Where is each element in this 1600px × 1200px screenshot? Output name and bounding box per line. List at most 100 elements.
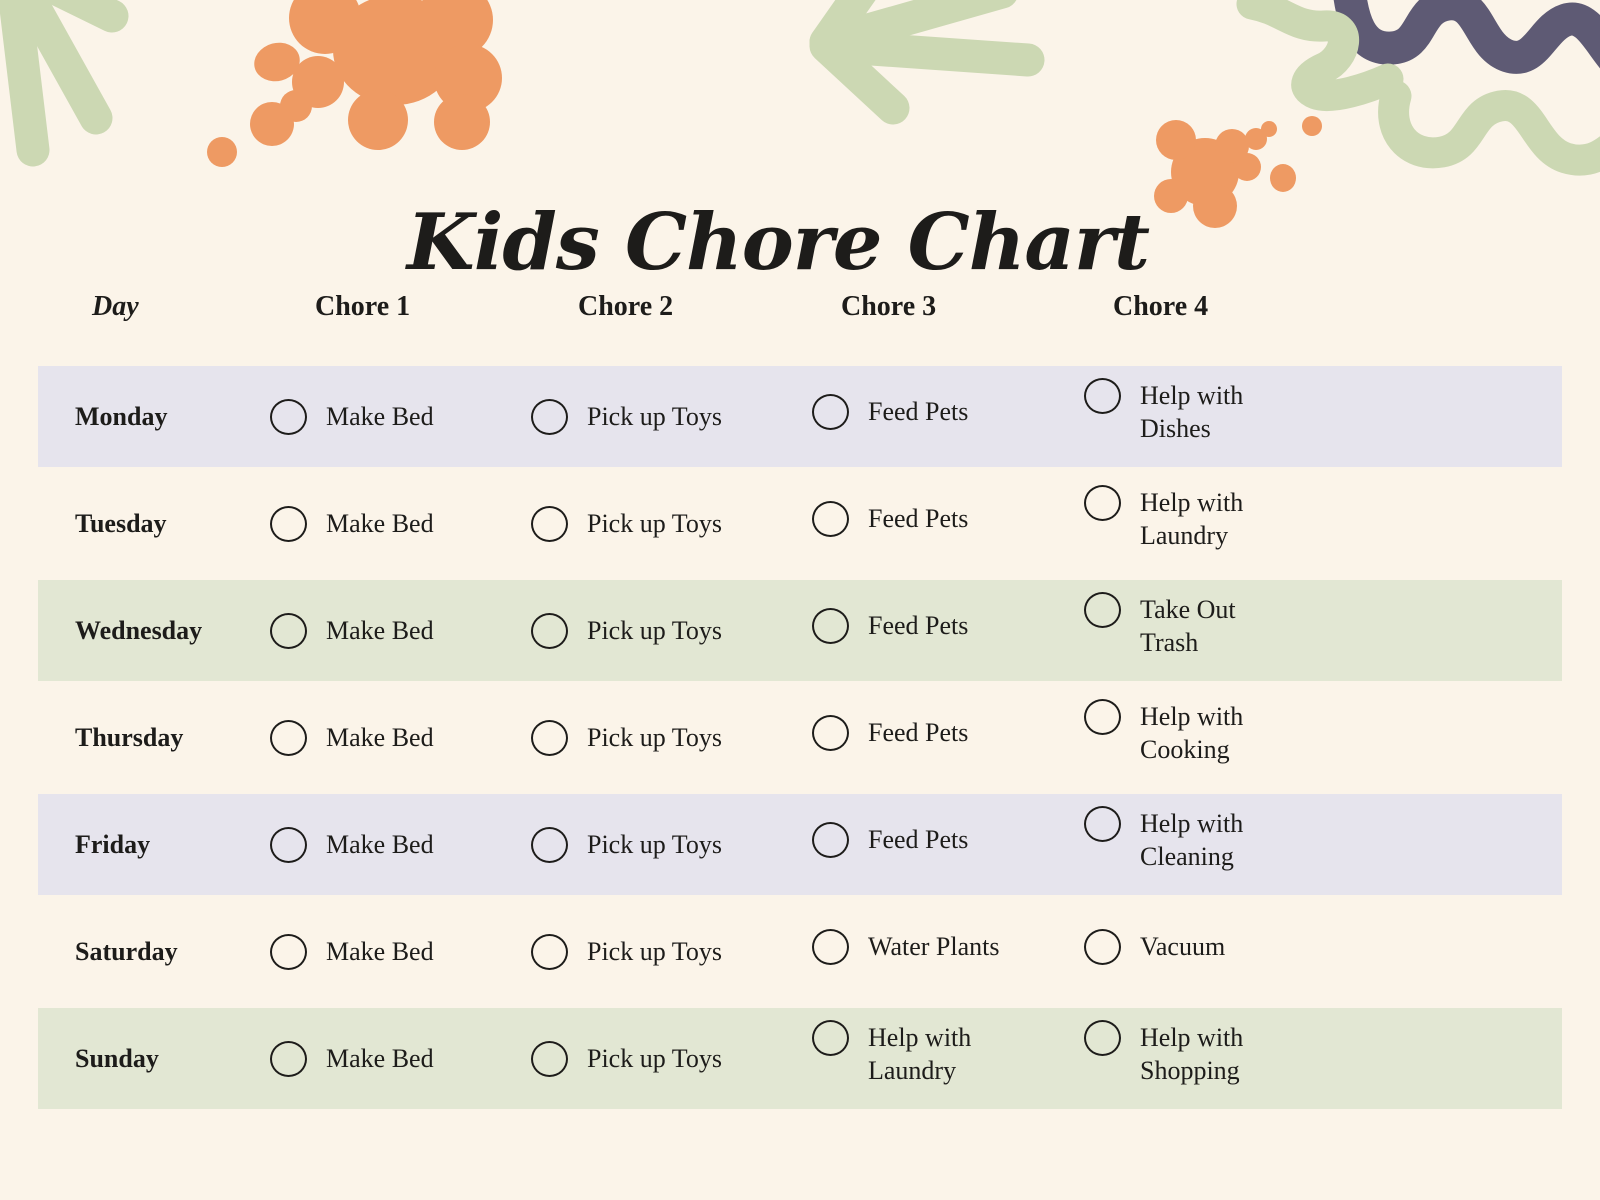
chore-cell: Pick up Toys [510, 612, 790, 649]
column-header-chore-4: Chore 4 [1113, 291, 1209, 322]
chore-table: Monday Make Bed Pick up Toys Feed Pets H… [38, 363, 1562, 1112]
day-label: Saturday [75, 936, 178, 966]
chore-cell: Make Bed [250, 398, 510, 435]
chore-cell: Pick up Toys [510, 933, 790, 970]
chore-label: Pick up Toys [587, 401, 722, 431]
chore-checkbox[interactable] [1084, 806, 1121, 842]
chore-label: Pick up Toys [587, 722, 722, 752]
chore-cell: Make Bed [250, 719, 510, 756]
table-row-wednesday: Wednesday Make Bed Pick up Toys Feed Pet… [38, 580, 1562, 681]
chore-cell: Feed Pets [790, 821, 1065, 858]
chore-cell: Help with Cooking [1065, 699, 1562, 766]
chore-checkbox[interactable] [812, 1020, 849, 1056]
chore-checkbox[interactable] [812, 928, 849, 965]
chore-cell: Water Plants [790, 928, 1065, 965]
chore-cell: Make Bed [250, 933, 510, 970]
chore-checkbox[interactable] [531, 398, 568, 435]
chore-checkbox[interactable] [531, 1040, 568, 1077]
chore-checkbox[interactable] [1084, 699, 1121, 735]
table-row-tuesday: Tuesday Make Bed Pick up Toys Feed Pets … [38, 470, 1562, 577]
chore-cell: Pick up Toys [510, 505, 790, 542]
squiggle-icon [1236, 0, 1600, 176]
column-header-day: Day [92, 291, 139, 322]
chore-cell: Feed Pets [790, 500, 1065, 537]
column-header-chore-3: Chore 3 [841, 291, 937, 322]
chore-cell: Help with Dishes [1065, 378, 1562, 445]
chore-cell: Feed Pets [790, 607, 1065, 644]
chore-label: Feed Pets [868, 503, 969, 533]
chore-label: Pick up Toys [587, 508, 722, 538]
chore-label: Make Bed [326, 936, 434, 966]
chore-checkbox[interactable] [270, 933, 307, 970]
chore-checkbox[interactable] [270, 398, 307, 435]
chore-checkbox[interactable] [812, 607, 849, 644]
chore-cell: Pick up Toys [510, 1040, 790, 1077]
chore-cell: Make Bed [250, 612, 510, 649]
chore-checkbox[interactable] [270, 719, 307, 756]
chore-label: Pick up Toys [587, 829, 722, 859]
chore-label: Feed Pets [868, 717, 969, 747]
chore-cell: Help with Laundry [1065, 485, 1562, 552]
chore-checkbox[interactable] [812, 821, 849, 858]
chore-cell: Help with Cleaning [1065, 806, 1562, 873]
chore-checkbox[interactable] [531, 826, 568, 863]
chore-checkbox[interactable] [1084, 378, 1121, 414]
chore-checkbox[interactable] [531, 933, 568, 970]
chore-cell: Make Bed [250, 505, 510, 542]
leaf-icon [0, 0, 129, 167]
chore-cell: Help with Shopping [1065, 1020, 1562, 1087]
chore-label: Help with Dishes [1140, 381, 1244, 443]
chore-label: Pick up Toys [587, 615, 722, 645]
chore-label: Make Bed [326, 615, 434, 645]
chore-label: Make Bed [326, 1043, 434, 1073]
chore-label: Make Bed [326, 401, 434, 431]
chore-checkbox[interactable] [812, 714, 849, 751]
chore-cell: Pick up Toys [510, 826, 790, 863]
chore-checkbox[interactable] [270, 612, 307, 649]
chore-cell: Feed Pets [790, 714, 1065, 751]
column-header-chore-2: Chore 2 [578, 291, 674, 322]
chore-checkbox[interactable] [812, 393, 849, 430]
chore-label: Feed Pets [868, 824, 969, 854]
chore-cell: Vacuum [1065, 928, 1562, 965]
chore-label: Make Bed [326, 722, 434, 752]
chore-checkbox[interactable] [812, 500, 849, 537]
chore-label: Help with Cooking [1140, 702, 1244, 764]
chore-label: Feed Pets [868, 610, 969, 640]
paint-splat-icon [207, 0, 502, 167]
chore-checkbox[interactable] [531, 719, 568, 756]
chore-label: Help with Laundry [868, 1023, 972, 1085]
chore-label: Take Out Trash [1140, 595, 1236, 657]
chore-checkbox[interactable] [1084, 485, 1121, 521]
chore-cell: Make Bed [250, 826, 510, 863]
chore-checkbox[interactable] [270, 505, 307, 542]
column-header-chore-1: Chore 1 [315, 291, 411, 322]
chore-cell: Take Out Trash [1065, 592, 1562, 659]
chore-checkbox[interactable] [270, 826, 307, 863]
day-label: Wednesday [75, 615, 203, 645]
chore-checkbox[interactable] [270, 1040, 307, 1077]
chore-cell: Pick up Toys [510, 398, 790, 435]
day-label: Tuesday [75, 508, 167, 538]
chore-label: Make Bed [326, 508, 434, 538]
chore-checkbox[interactable] [531, 505, 568, 542]
chore-label: Help with Laundry [1140, 488, 1244, 550]
day-label: Sunday [75, 1043, 159, 1073]
chore-cell: Make Bed [250, 1040, 510, 1077]
table-row-monday: Monday Make Bed Pick up Toys Feed Pets H… [38, 366, 1562, 467]
chore-checkbox[interactable] [1084, 1020, 1121, 1056]
table-row-saturday: Saturday Make Bed Pick up Toys Water Pla… [38, 898, 1562, 1005]
chore-label: Water Plants [868, 931, 1000, 961]
chore-checkbox[interactable] [1084, 928, 1121, 965]
chore-cell: Pick up Toys [510, 719, 790, 756]
day-label: Friday [75, 829, 151, 859]
chore-checkbox[interactable] [531, 612, 568, 649]
leaf-icon [809, 0, 1045, 125]
chore-cell: Feed Pets [790, 393, 1065, 430]
chore-label: Vacuum [1140, 931, 1226, 961]
table-header-row: Day Chore 1 Chore 2 Chore 3 Chore 4 [38, 289, 1562, 325]
squiggle-icon [1333, 0, 1600, 74]
chore-cell: Help with Laundry [790, 1020, 1065, 1087]
chore-checkbox[interactable] [1084, 592, 1121, 628]
